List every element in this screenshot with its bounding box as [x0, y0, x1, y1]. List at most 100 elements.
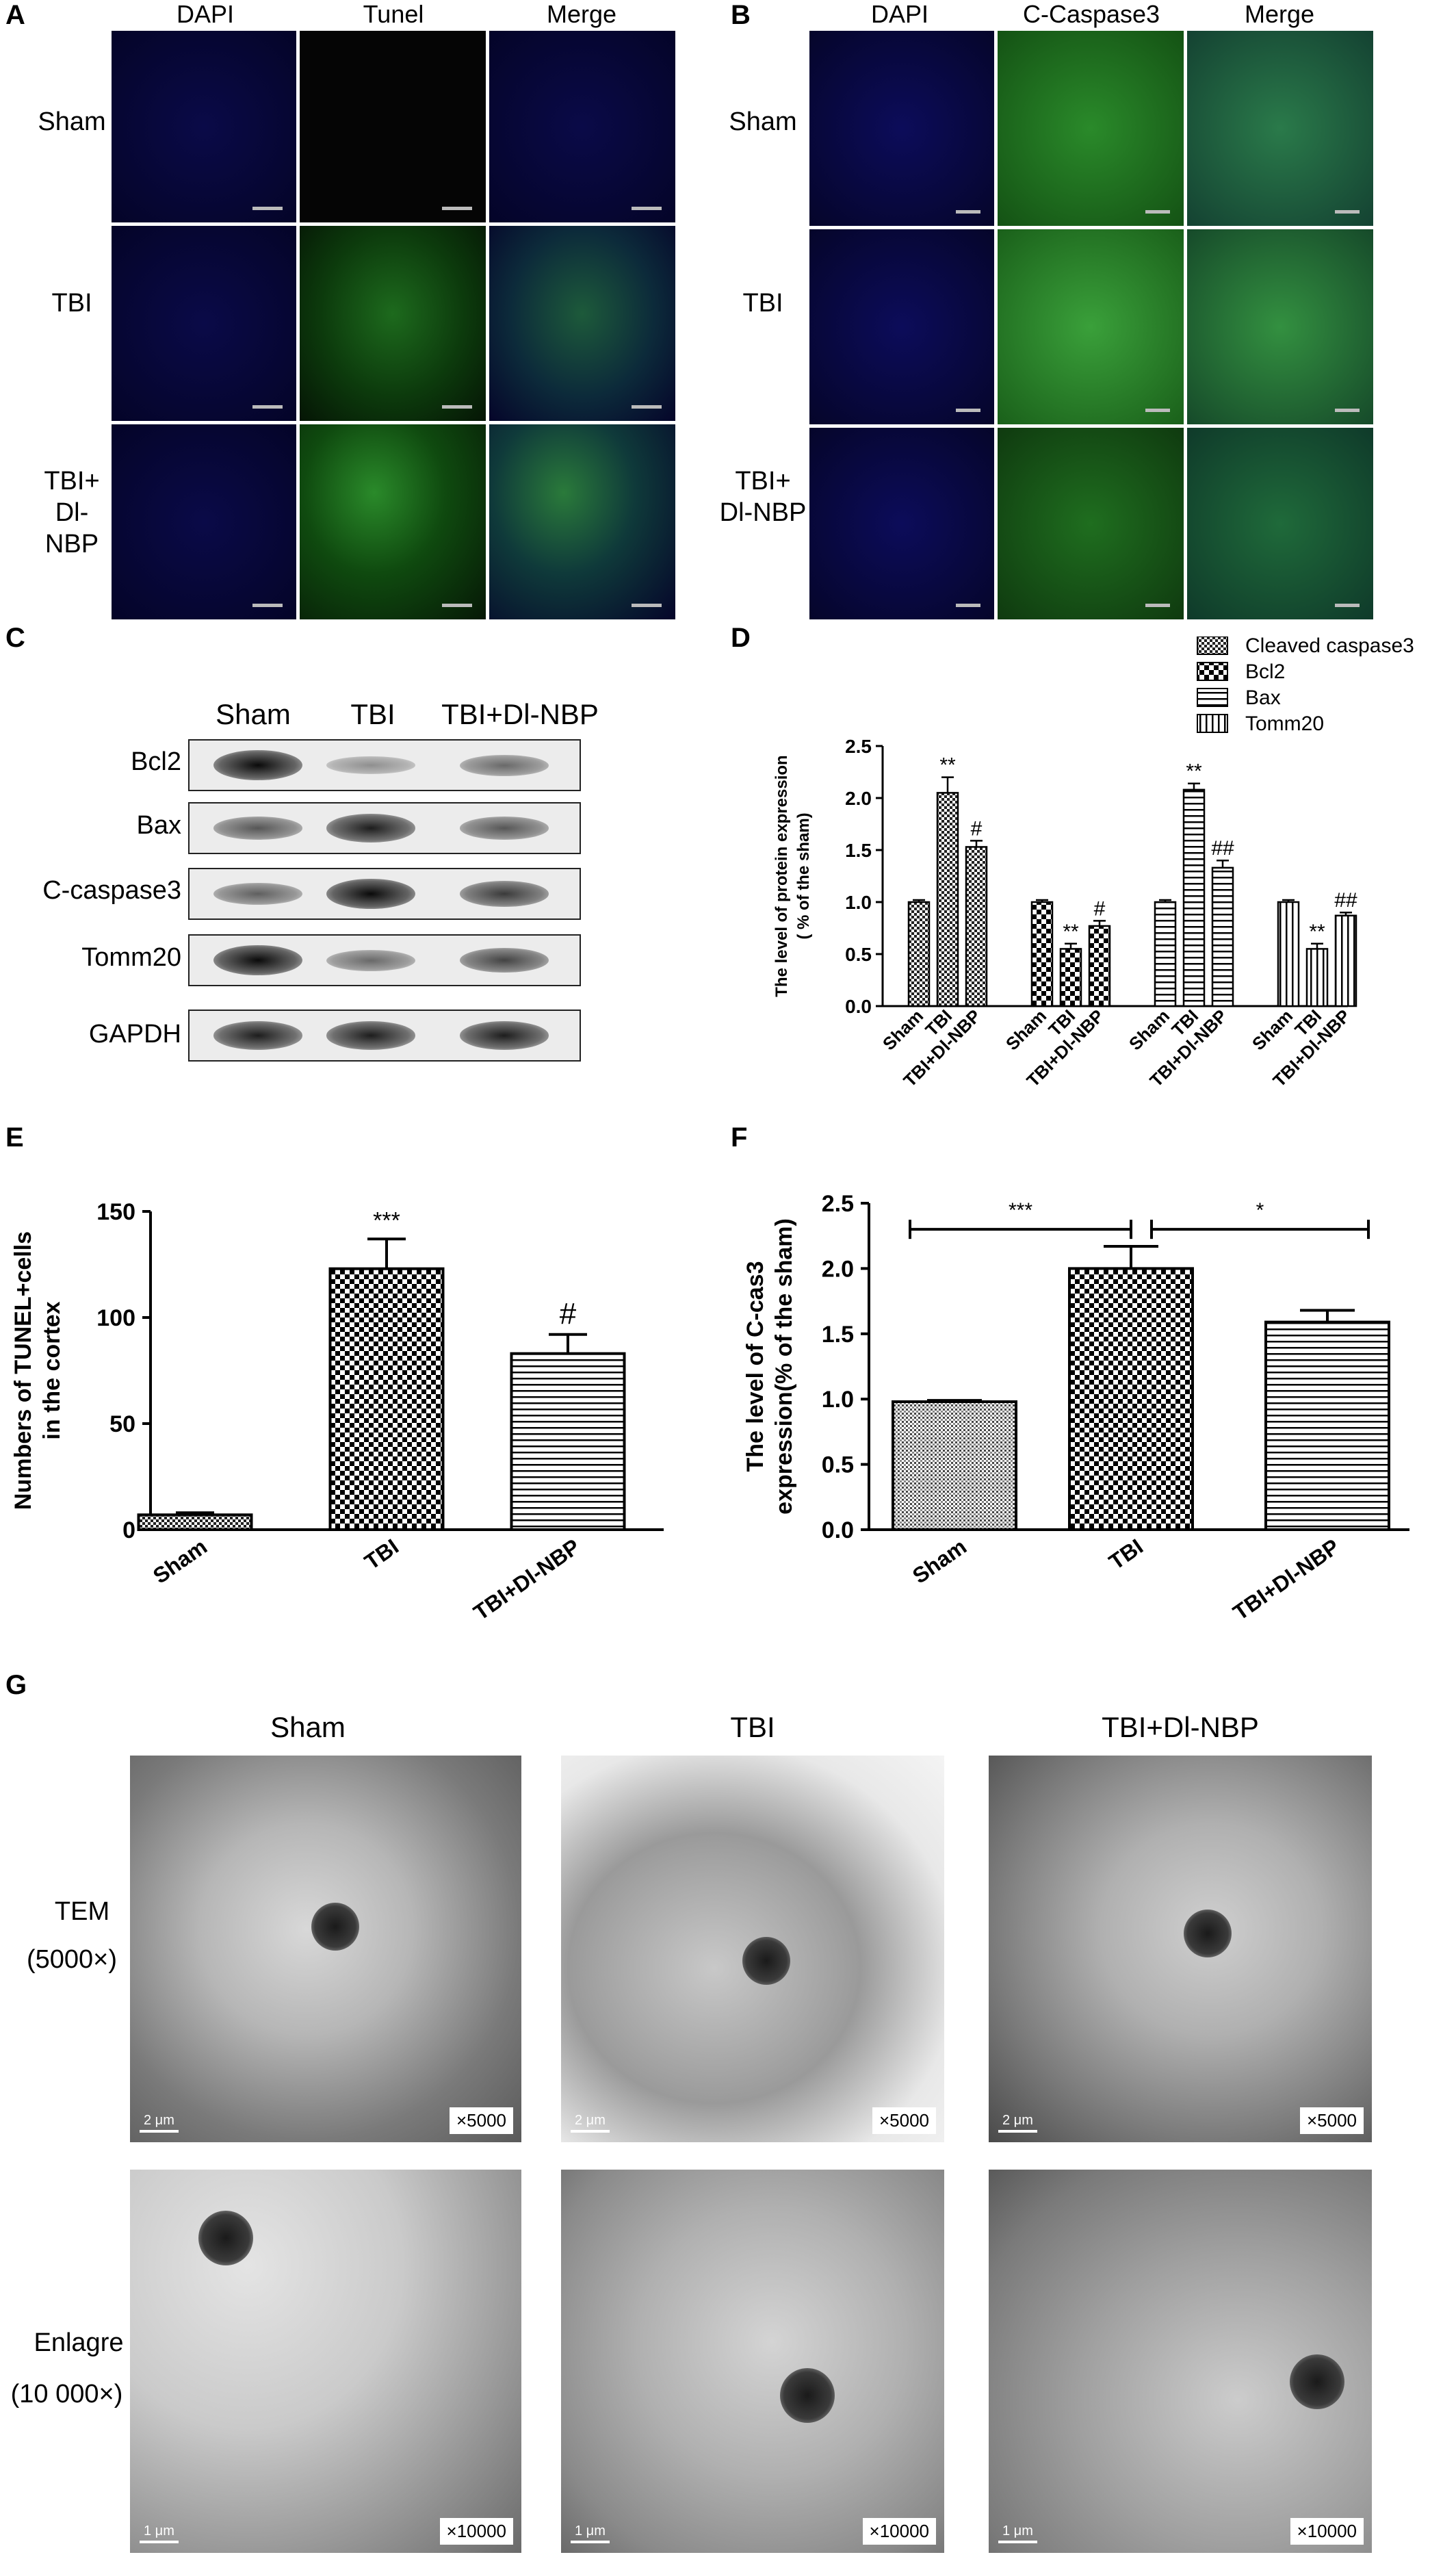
scale-bar: 2 μm [998, 2113, 1037, 2133]
significance-label: * [1256, 1199, 1264, 1222]
panel-b-image-tbi-dapi [809, 229, 994, 424]
scale-bar [632, 604, 662, 607]
blot-band [326, 756, 415, 774]
blot-band [460, 1021, 549, 1050]
panel-b-row-tbi-dlnbp: TBI+ Dl-NBP [719, 467, 807, 527]
blot-band [326, 1021, 415, 1050]
scale-bar [1335, 409, 1360, 412]
legend-label: Tomm20 [1245, 712, 1324, 735]
y-tick-label: 2.0 [822, 1256, 854, 1282]
magnification-label: ×10000 [1290, 2518, 1364, 2545]
blot-band [213, 945, 302, 975]
panel-label-e: E [5, 1122, 24, 1153]
magnification-label: ×5000 [449, 2107, 513, 2134]
y-tick-label: 1.0 [845, 892, 872, 913]
y-axis-label: ( % of the sham) [794, 812, 813, 939]
scale-bar: 1 μm [140, 2523, 179, 2543]
x-tick-label: Sham [148, 1534, 211, 1588]
scale-bar [1145, 210, 1170, 214]
chart-e: 0 50 100 150 Numbers of TUNEL+cells in the co… [10, 1199, 664, 1625]
panel-b-image-sham-dapi [809, 31, 994, 226]
significance-label: ** [1063, 921, 1079, 943]
bar [892, 1400, 1017, 1531]
bar [1068, 1267, 1194, 1531]
significance-label: # [971, 817, 983, 840]
bar [1030, 901, 1054, 1007]
panel-a-col-merge: Merge [546, 0, 617, 28]
panel-b-image-sham-ccaspase3 [998, 31, 1184, 226]
legend-label: Bcl2 [1245, 660, 1285, 683]
panel-g-col-sham: Sham [270, 1711, 346, 1743]
legend-swatch [1197, 662, 1228, 681]
y-tick-label: 2.0 [845, 788, 872, 809]
tem-image-tem-tbi-dl-nbp: ×5000 2 μm [989, 1756, 1372, 2142]
legend-swatch [1197, 688, 1228, 707]
panel-a-image-sham-tunel [300, 31, 486, 222]
blot-band [460, 817, 549, 840]
panel-b-image-sham-merge [1187, 31, 1373, 226]
scale-bar [1145, 409, 1170, 412]
blot-label-bax: Bax [136, 811, 181, 840]
tem-image-enlarged-sham: ×10000 1 μm [130, 2170, 521, 2553]
panel-b-row-tbi: TBI [742, 289, 783, 318]
scale-bar [1335, 604, 1360, 607]
panel-b-image-tbi-merge [1187, 229, 1373, 424]
significance-label: ## [1211, 837, 1234, 860]
legend-label: Cleaved caspase3 [1245, 637, 1414, 657]
scale-bar [442, 207, 472, 210]
y-axis-label: Numbers of TUNEL+cells [10, 1231, 36, 1510]
panel-a-image-tbi-dapi [112, 226, 296, 421]
bar [1277, 901, 1300, 1007]
scale-bar [252, 207, 283, 210]
x-tick-label: TBI [360, 1534, 403, 1574]
y-axis-label: expression(% of the sham) [771, 1218, 797, 1515]
blot-strip-tomm20 [188, 934, 581, 986]
bar [510, 1352, 626, 1531]
y-axis-label: The level of protein expression [772, 755, 791, 997]
panel-b-col-ccaspase3: C-Caspase3 [1022, 0, 1160, 28]
panel-a-image-tbi-merge [489, 226, 675, 421]
panel-a-image-tbi-tunel [300, 226, 486, 421]
y-axis-label: The level of C-cas3 [742, 1261, 768, 1472]
panel-label-d: D [731, 623, 751, 653]
blot-band [213, 882, 302, 905]
lane-label-tbi-dlnbp: TBI+Dl-NBP [441, 698, 599, 730]
significance-label: *** [373, 1207, 400, 1233]
bar [965, 846, 988, 1007]
blot-label-ccaspase3: C-caspase3 [42, 876, 181, 905]
blot-strip-c-caspase3 [188, 868, 581, 920]
scale-bar [956, 210, 980, 214]
blot-band [213, 1021, 302, 1050]
bar [907, 901, 931, 1007]
y-tick-label: 50 [109, 1411, 135, 1437]
blot-strip-bax [188, 802, 581, 854]
y-tick-label: 2.5 [822, 1191, 854, 1217]
scale-bar [956, 604, 980, 607]
bar [1154, 901, 1177, 1007]
y-tick-label: 100 [96, 1305, 135, 1331]
legend-label: Bax [1245, 686, 1281, 709]
panel-b-image-dlnbp-ccaspase3 [998, 428, 1184, 619]
x-tick-label: TBI [1104, 1534, 1147, 1574]
y-tick-label: 0 [122, 1517, 135, 1543]
scale-bar: 2 μm [140, 2113, 179, 2133]
bar [936, 792, 959, 1007]
y-tick-label: 0.0 [845, 996, 872, 1017]
bar [1334, 914, 1357, 1007]
blot-label-bcl2: Bcl2 [131, 747, 181, 776]
blot-strip-gapdh [188, 1010, 581, 1062]
scale-bar [632, 207, 662, 210]
y-axis-label: in the cortex [39, 1301, 65, 1439]
scale-bar [1145, 604, 1170, 607]
x-tick-label: Sham [908, 1534, 971, 1588]
panel-label-g: G [5, 1670, 27, 1700]
tem-image-tem-sham: ×5000 2 μm [130, 1756, 521, 2142]
significance-label: ** [1186, 760, 1202, 783]
panel-label-c: C [5, 623, 25, 653]
scale-bar [1335, 210, 1360, 214]
scale-bar: 1 μm [571, 2523, 610, 2543]
tem-image-tem-tbi: ×5000 2 μm [561, 1756, 944, 2142]
panel-a-col-tunel: Tunel [363, 0, 424, 28]
panel-a-col-dapi: DAPI [176, 0, 235, 28]
blot-band [213, 750, 302, 780]
